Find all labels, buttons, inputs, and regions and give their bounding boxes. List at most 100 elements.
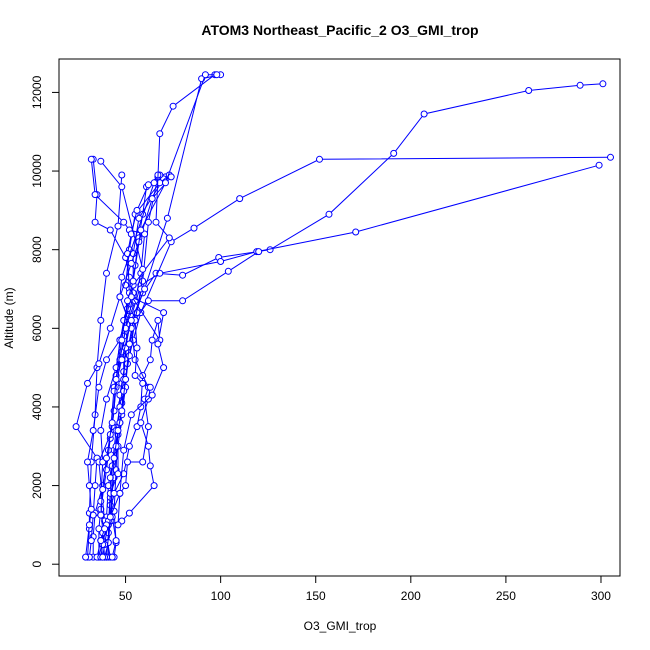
data-point (72, 423, 80, 431)
data-point (163, 214, 171, 222)
series-18 (97, 71, 221, 561)
data-point (125, 442, 133, 450)
data-point (131, 356, 139, 364)
data-point (97, 157, 105, 165)
chart-title: ATOM3 Northeast_Pacific_2 O3_GMI_trop (201, 22, 478, 38)
data-point (162, 179, 169, 187)
data-point (106, 324, 114, 332)
x-tick-label: 50 (119, 589, 133, 603)
data-point (146, 356, 154, 364)
data-point (129, 277, 137, 285)
data-point (125, 340, 133, 348)
series-line (98, 83, 603, 558)
data-point (595, 161, 603, 169)
data-point (82, 553, 90, 561)
data-point (91, 482, 99, 490)
y-tick-label: 12000 (30, 75, 44, 109)
series-line (85, 296, 165, 558)
series-16 (82, 293, 168, 561)
data-point (236, 195, 244, 203)
data-point (599, 80, 607, 88)
data-point (201, 71, 209, 79)
data-point (103, 454, 110, 462)
data-point (137, 226, 145, 234)
data-point (99, 553, 107, 561)
data-point (144, 297, 152, 305)
data-point (97, 316, 105, 324)
y-tick-label: 4000 (30, 393, 44, 420)
data-point (125, 352, 133, 360)
data-point (420, 110, 428, 118)
data-point (139, 277, 147, 285)
data-point (110, 489, 118, 497)
x-tick-label: 100 (211, 589, 231, 603)
data-point (106, 513, 114, 521)
data-point (152, 218, 160, 226)
data-point (99, 486, 107, 493)
x-axis-label: O3_GMI_trop (304, 619, 377, 633)
x-tick-label: 300 (591, 589, 611, 603)
data-point (179, 297, 187, 305)
data-point (525, 87, 533, 94)
series-17 (110, 71, 225, 395)
data-point (576, 81, 584, 89)
data-point (127, 411, 135, 419)
data-point (165, 234, 173, 242)
data-point (97, 511, 105, 519)
x-tick-label: 150 (306, 589, 326, 603)
data-point (150, 482, 158, 490)
data-point (112, 537, 120, 545)
series-5 (103, 161, 603, 561)
series-6 (104, 153, 614, 561)
data-point (146, 462, 154, 470)
x-tick-label: 200 (401, 589, 421, 603)
data-point (106, 226, 114, 234)
data-point (110, 387, 118, 395)
data-point (160, 364, 168, 372)
data-point (118, 273, 126, 281)
data-point (101, 525, 109, 533)
data-point (131, 372, 139, 379)
data-point (108, 419, 116, 427)
data-point (89, 427, 97, 434)
data-point (114, 521, 122, 529)
data-point (97, 497, 105, 505)
data-point (120, 446, 128, 454)
data-point (141, 285, 149, 293)
data-point (87, 505, 95, 513)
data-point (167, 173, 175, 181)
data-point (97, 427, 105, 434)
y-axis: 0 2000 4000 6000 8000 10000 12000 (30, 75, 60, 568)
series-group (72, 71, 614, 561)
data-point (154, 316, 162, 324)
series-1 (95, 80, 607, 561)
data-point (255, 248, 263, 256)
data-point (160, 309, 168, 317)
data-point (114, 470, 122, 478)
data-point (127, 230, 135, 238)
y-tick-label: 8000 (30, 236, 44, 263)
y-tick-label: 0 (30, 561, 44, 568)
y-axis-label: Altitude (m) (2, 287, 16, 348)
data-point (85, 482, 93, 490)
series-line (106, 164, 600, 558)
data-point (87, 155, 95, 163)
data-point (103, 269, 110, 277)
x-axis: 50 100 150 200 250 300 (119, 575, 611, 603)
data-point (148, 195, 156, 203)
series-line (107, 156, 611, 558)
data-point (91, 191, 99, 199)
y-tick-label: 10000 (30, 154, 44, 188)
data-point (108, 553, 116, 561)
y-tick-label: 6000 (30, 315, 44, 342)
data-point (139, 379, 147, 387)
data-point (124, 458, 131, 466)
data-point (169, 102, 177, 110)
data-point (114, 222, 122, 230)
data-point (120, 218, 128, 226)
data-point (127, 316, 135, 324)
data-point (84, 458, 91, 466)
data-point (316, 155, 323, 163)
data-point (118, 183, 126, 191)
